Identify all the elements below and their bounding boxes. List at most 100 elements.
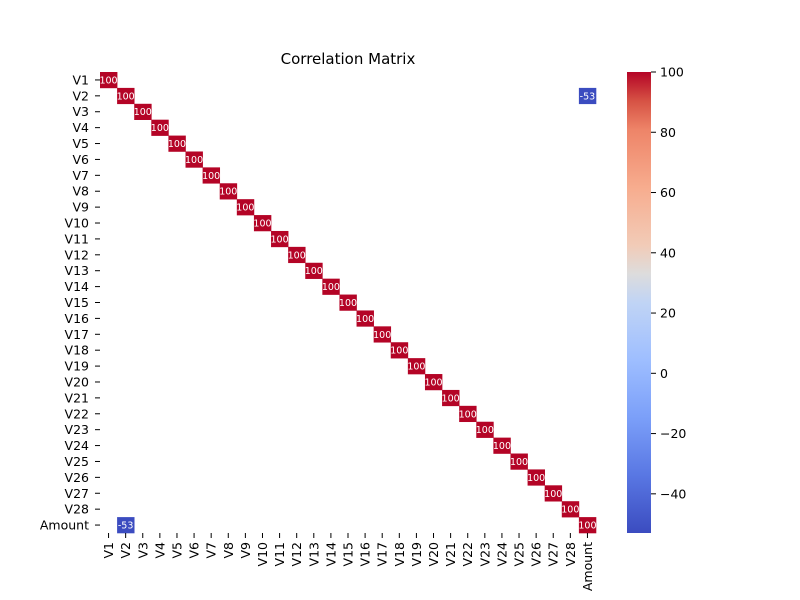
x-tick-label: V11 — [272, 542, 287, 566]
x-tick-label: V4 — [152, 542, 167, 559]
y-tick-label: V20 — [65, 374, 90, 389]
heatmap-cell — [134, 103, 152, 120]
heatmap-cell — [288, 246, 306, 264]
x-tick-label: V25 — [512, 542, 527, 566]
y-tick-label: V3 — [72, 104, 89, 119]
x-tick-label: V23 — [477, 542, 492, 566]
cell-value-label: 100 — [134, 107, 152, 118]
heatmap-cell — [151, 119, 169, 136]
cell-value-label: 100 — [476, 425, 494, 436]
cell-value-label: 100 — [219, 187, 237, 198]
cell-value-label: 100 — [459, 409, 477, 420]
y-tick-label: V4 — [72, 120, 89, 135]
x-tick-label: V20 — [426, 542, 441, 567]
x-tick-label: V12 — [289, 542, 304, 566]
colorbar — [627, 72, 651, 533]
cell-value-label: 100 — [99, 75, 117, 86]
heatmap-cell — [168, 135, 186, 152]
y-tick-label: V7 — [72, 168, 89, 183]
x-tick-label: V17 — [375, 542, 390, 566]
heatmap-cell — [339, 294, 357, 311]
cell-value-label: 100 — [185, 155, 203, 166]
cell-value-label: 100 — [442, 393, 460, 404]
cell-value-label: 100 — [407, 362, 425, 373]
x-tick-label: V22 — [460, 542, 475, 566]
y-tick-label: V19 — [65, 359, 90, 374]
cell-value-label: 100 — [390, 346, 408, 357]
heatmap-cell — [100, 72, 118, 89]
colorbar-tick-label: 40 — [660, 245, 676, 260]
cell-value-label: 100 — [288, 250, 306, 261]
cell-value-label: 100 — [253, 219, 271, 230]
heatmap-cell — [236, 199, 255, 216]
colorbar-tick-label: −40 — [660, 486, 686, 501]
y-tick-label: V27 — [65, 486, 89, 501]
y-tick-label: V10 — [65, 216, 90, 231]
x-tick-label: V13 — [306, 542, 321, 566]
heatmap-cell — [424, 374, 443, 391]
y-tick-label: V23 — [65, 422, 89, 437]
cell-value-label: -53 — [118, 521, 134, 532]
heatmap-cell — [305, 262, 323, 279]
y-tick-label: V5 — [72, 136, 89, 151]
chart-title: Correlation Matrix — [281, 50, 416, 68]
y-tick-label: V2 — [72, 88, 89, 103]
x-tick-label: V14 — [323, 542, 338, 567]
x-tick-label: V24 — [494, 542, 509, 567]
x-tick-label: V16 — [358, 542, 373, 567]
x-tick-label: V6 — [187, 542, 202, 559]
heatmap-cell — [459, 405, 477, 423]
y-tick-label: V22 — [65, 406, 89, 421]
heatmap-cell — [561, 501, 580, 518]
heatmap-cell — [510, 453, 528, 470]
cell-value-label: 100 — [117, 91, 135, 102]
x-tick-label: V9 — [238, 542, 253, 559]
cell-value-label: 100 — [527, 473, 545, 484]
heatmap-cell — [117, 87, 135, 105]
y-tick-label: V18 — [65, 343, 90, 358]
colorbar-tick-label: 20 — [660, 306, 676, 321]
colorbar-tick-label: 80 — [660, 125, 676, 140]
cell-value-label: 100 — [322, 282, 340, 293]
x-axis: V1 V2 V3 V4 V5 V6 V7 V8 V9 V10 V11 V12 V13 V14 V15 V16 V… — [101, 533, 595, 591]
heatmap-cell — [253, 215, 272, 232]
y-tick-label: V13 — [65, 263, 89, 278]
heatmap-cell — [373, 326, 392, 343]
x-tick-label: V3 — [135, 542, 150, 559]
heatmap-cell — [271, 230, 289, 248]
cell-value-label: 100 — [339, 298, 357, 309]
x-tick-label: V21 — [443, 542, 458, 566]
cell-value-label: 100 — [356, 314, 374, 325]
heatmap-cell — [407, 358, 426, 375]
heatmap-cell — [578, 87, 597, 105]
heatmap-cell — [185, 151, 203, 168]
cell-value-label: 100 — [202, 171, 220, 182]
cell-value-label: 100 — [305, 266, 323, 277]
x-tick-label: V18 — [392, 542, 407, 567]
cell-value-label: 100 — [578, 521, 596, 532]
heatmap-cells: 1001001001001001001001001001001001001001… — [99, 72, 597, 534]
cell-value-label: 100 — [236, 203, 254, 214]
y-tick-label: V9 — [72, 200, 89, 215]
y-tick-label: V1 — [72, 72, 89, 87]
cell-value-label: 100 — [561, 505, 579, 516]
x-tick-label: V15 — [341, 542, 356, 566]
heatmap-cell — [202, 167, 221, 184]
x-tick-label: V26 — [529, 542, 544, 567]
x-tick-label: V10 — [255, 542, 270, 567]
y-tick-label: V25 — [65, 454, 89, 469]
colorbar-tick-label: 0 — [660, 366, 668, 381]
heatmap-cell — [578, 517, 597, 534]
x-tick-label: V19 — [409, 542, 424, 567]
x-tick-label: Amount — [580, 542, 595, 591]
cell-value-label: 100 — [424, 377, 442, 388]
heatmap-cell — [544, 485, 563, 502]
y-axis: V1V2V3V4V5V6V7V8V9V10V11V12V13V14V15V16V… — [40, 72, 100, 533]
heatmap-cell — [390, 342, 409, 359]
x-tick-label: V2 — [118, 542, 133, 559]
y-tick-label: V14 — [65, 279, 90, 294]
y-tick-label: V16 — [65, 311, 90, 326]
cell-value-label: 100 — [168, 139, 186, 150]
y-tick-label: V6 — [72, 152, 89, 167]
y-tick-label: V17 — [65, 327, 89, 342]
